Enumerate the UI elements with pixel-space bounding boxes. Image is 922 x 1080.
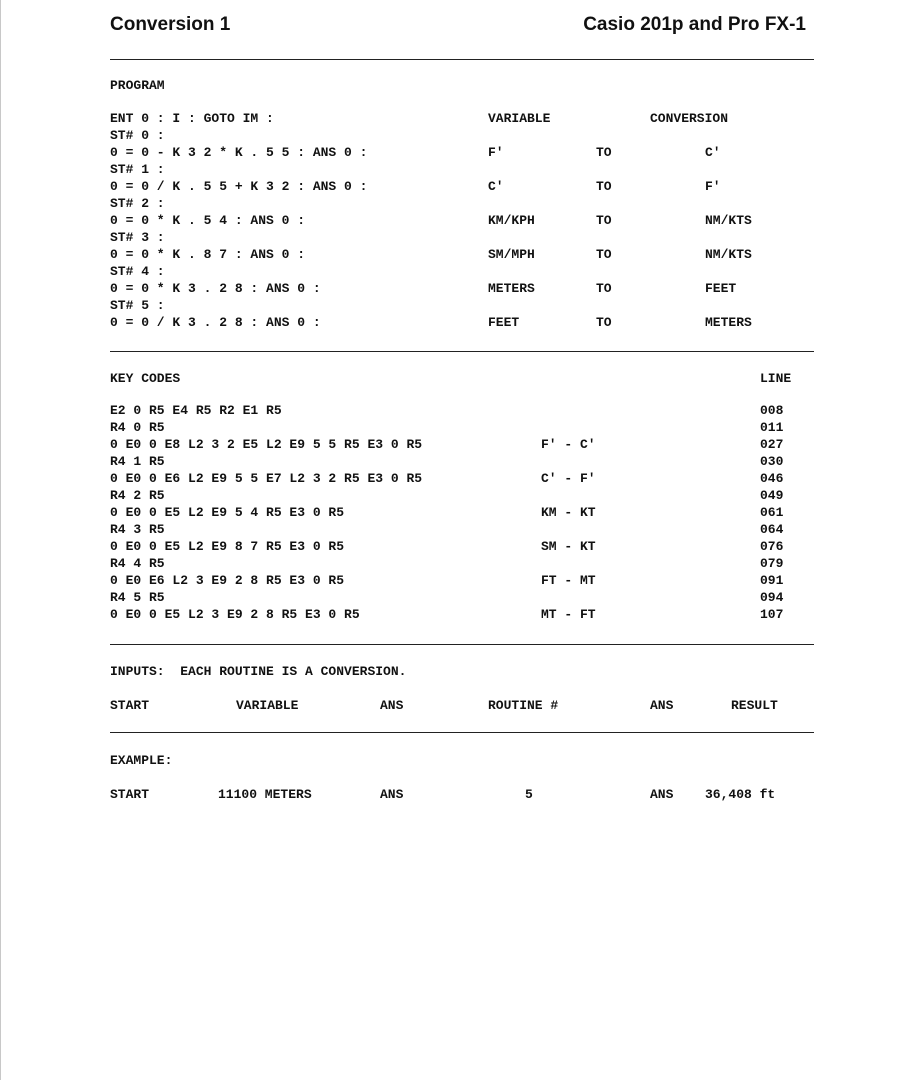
program-line-code: ST# 0 : xyxy=(110,128,165,143)
divider xyxy=(110,644,814,645)
example-value: START xyxy=(110,787,150,802)
program-line-to: TO xyxy=(596,213,612,228)
example-value: ANS xyxy=(650,787,674,802)
key-code-label: SM - KT xyxy=(541,539,596,554)
key-code-sequence: R4 0 R5 xyxy=(110,420,165,435)
key-code-line-number: 061 xyxy=(760,505,784,520)
key-code-line-number: 094 xyxy=(760,590,784,605)
example-value: 36,408 ft xyxy=(705,787,776,802)
inputs-column-header: ROUTINE # xyxy=(488,698,559,713)
key-code-sequence: E2 0 R5 E4 R5 R2 E1 R5 xyxy=(110,403,282,418)
key-code-line-number: 076 xyxy=(760,539,784,554)
key-code-sequence: R4 5 R5 xyxy=(110,590,165,605)
program-line-target-unit: METERS xyxy=(705,315,752,330)
key-code-sequence: 0 E0 0 E5 L2 E9 5 4 R5 E3 0 R5 xyxy=(110,505,345,520)
key-code-sequence: R4 3 R5 xyxy=(110,522,165,537)
program-line-from-unit: METERS xyxy=(488,281,535,296)
inputs-column-header: RESULT xyxy=(731,698,778,713)
divider xyxy=(110,59,814,60)
inputs-column-header: VARIABLE xyxy=(236,698,299,713)
key-code-line-number: 030 xyxy=(760,454,784,469)
program-line-target-unit: NM/KTS xyxy=(705,247,752,262)
program-line-code: 0 = 0 / K 3 . 2 8 : ANS 0 : xyxy=(110,315,321,330)
key-code-line-number: 008 xyxy=(760,403,784,418)
example-heading: EXAMPLE: xyxy=(110,753,173,768)
program-line-from-unit: F′ xyxy=(488,145,504,160)
example-value: 5 xyxy=(525,787,533,802)
key-code-sequence: 0 E0 0 E8 L2 3 2 E5 L2 E9 5 5 R5 E3 0 R5 xyxy=(110,437,423,452)
program-line-code: 0 = 0 * K 3 . 2 8 : ANS 0 : xyxy=(110,281,321,296)
program-line-from-unit: C′ xyxy=(488,179,504,194)
example-value: ANS xyxy=(380,787,404,802)
key-codes-heading: KEY CODES xyxy=(110,371,181,386)
key-code-sequence: R4 4 R5 xyxy=(110,556,165,571)
key-code-line-number: 107 xyxy=(760,607,784,622)
program-line-code: ST# 4 : xyxy=(110,264,165,279)
inputs-column-header: ANS xyxy=(380,698,404,713)
example-value: 11100 METERS xyxy=(218,787,312,802)
key-code-sequence: R4 1 R5 xyxy=(110,454,165,469)
line-column-header: LINE xyxy=(760,371,792,386)
program-line-code: ST# 3 : xyxy=(110,230,165,245)
key-code-label: MT - FT xyxy=(541,607,596,622)
page-edge xyxy=(0,0,1,1080)
key-code-sequence: R4 2 R5 xyxy=(110,488,165,503)
divider xyxy=(110,351,814,352)
divider xyxy=(110,732,814,733)
program-line-from-unit: FEET xyxy=(488,315,520,330)
program-line-code: ENT 0 : I : GOTO IM : xyxy=(110,111,274,126)
program-line-code: ST# 5 : xyxy=(110,298,165,313)
key-code-sequence: 0 E0 E6 L2 3 E9 2 8 R5 E3 0 R5 xyxy=(110,573,345,588)
key-code-label: FT - MT xyxy=(541,573,596,588)
key-code-line-number: 046 xyxy=(760,471,784,486)
key-code-line-number: 027 xyxy=(760,437,784,452)
key-code-label: KM - KT xyxy=(541,505,596,520)
inputs-heading: INPUTS: EACH ROUTINE IS A CONVERSION. xyxy=(110,664,407,679)
title-left: Conversion 1 xyxy=(110,14,231,35)
key-code-line-number: 064 xyxy=(760,522,784,537)
key-code-line-number: 011 xyxy=(760,420,784,435)
program-line-code: 0 = 0 - K 3 2 * K . 5 5 : ANS 0 : xyxy=(110,145,368,160)
key-code-sequence: 0 E0 0 E5 L2 E9 8 7 R5 E3 0 R5 xyxy=(110,539,345,554)
key-code-line-number: 079 xyxy=(760,556,784,571)
key-code-line-number: 091 xyxy=(760,573,784,588)
program-line-code: ST# 2 : xyxy=(110,196,165,211)
key-code-line-number: 049 xyxy=(760,488,784,503)
inputs-column-header: START xyxy=(110,698,150,713)
program-heading: PROGRAM xyxy=(110,78,165,93)
title-right: Casio 201p and Pro FX-1 xyxy=(583,14,806,35)
program-line-target-unit: C′ xyxy=(705,145,721,160)
program-line-from-unit: SM/MPH xyxy=(488,247,535,262)
program-line-code: 0 = 0 / K . 5 5 + K 3 2 : ANS 0 : xyxy=(110,179,368,194)
key-code-sequence: 0 E0 0 E6 L2 E9 5 5 E7 L2 3 2 R5 E3 0 R5 xyxy=(110,471,423,486)
variable-column-header: VARIABLE xyxy=(488,111,551,126)
program-line-target-unit: NM/KTS xyxy=(705,213,752,228)
program-line-to: TO xyxy=(596,247,612,262)
program-line-code: ST# 1 : xyxy=(110,162,165,177)
conversion-column-header: CONVERSION xyxy=(650,111,729,126)
program-line-to: TO xyxy=(596,281,612,296)
program-line-from-unit: KM/KPH xyxy=(488,213,535,228)
program-line-target-unit: FEET xyxy=(705,281,737,296)
key-code-sequence: 0 E0 0 E5 L2 3 E9 2 8 R5 E3 0 R5 xyxy=(110,607,360,622)
program-line-code: 0 = 0 * K . 8 7 : ANS 0 : xyxy=(110,247,306,262)
key-code-label: F′ - C′ xyxy=(541,437,596,452)
program-line-to: TO xyxy=(596,179,612,194)
program-line-target-unit: F′ xyxy=(705,179,721,194)
program-line-to: TO xyxy=(596,315,612,330)
key-code-label: C′ - F′ xyxy=(541,471,596,486)
inputs-column-header: ANS xyxy=(650,698,674,713)
program-line-to: TO xyxy=(596,145,612,160)
program-line-code: 0 = 0 * K . 5 4 : ANS 0 : xyxy=(110,213,306,228)
